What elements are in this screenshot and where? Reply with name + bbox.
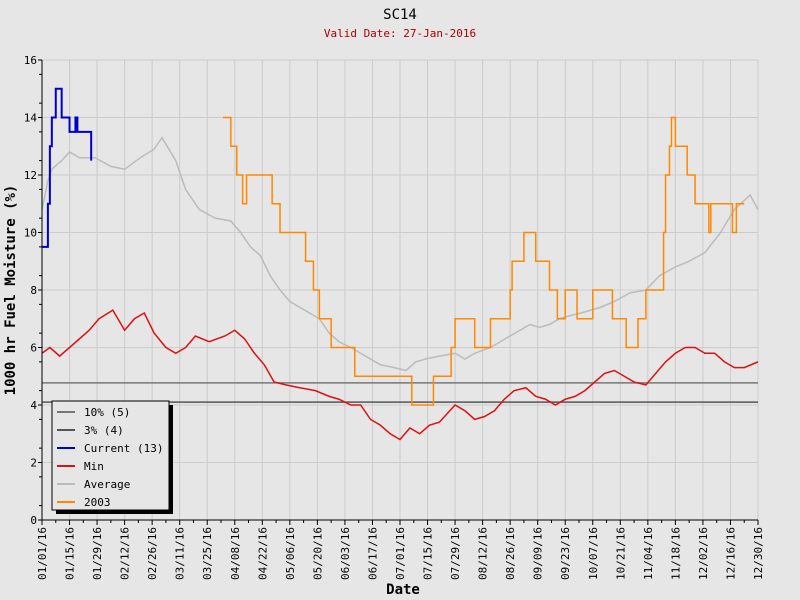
legend-label: 3% (4) [84,424,124,437]
x-tick-label: 03/25/16 [201,527,214,580]
x-tick-label: 05/20/16 [311,527,324,580]
x-axis-label: Date [386,582,420,598]
x-tick-label: 06/17/16 [366,527,379,580]
y-tick-label: 6 [30,342,37,355]
legend-box [51,400,170,511]
x-tick-label: 11/04/16 [642,527,655,580]
x-tick-label: 10/21/16 [614,527,627,580]
x-tick-label: 09/23/16 [559,527,572,580]
x-tick-label: 07/29/16 [449,527,462,580]
x-tick-label: 12/02/16 [697,527,710,580]
y-axis-label: 1000 hr Fuel Moisture (%) [3,185,19,396]
x-tick-label: 08/26/16 [504,527,517,580]
x-tick-label: 10/07/16 [587,527,600,580]
legend: 10% (5) 3% (4) Current (13) Min Average 2003 [51,400,173,514]
y-tick-label: 2 [30,457,37,470]
y-tick-label: 12 [24,169,37,182]
legend-label: Current (13) [84,442,163,455]
legend-label: 10% (5) [84,406,130,419]
x-tick-label: 12/30/16 [752,527,765,580]
x-tick-label: 04/08/16 [229,527,242,580]
y-tick-label: 8 [30,284,37,297]
legend-label: Min [84,460,104,473]
x-tick-label: 01/29/16 [91,527,104,580]
x-tick-label: 02/12/16 [119,527,132,580]
y-tick-label: 4 [30,399,37,412]
x-tick-label: 05/06/16 [284,527,297,580]
y-tick-label: 16 [24,54,37,67]
series-line-2003 [222,116,745,406]
x-tick-label: 06/03/16 [339,527,352,580]
x-tick-label: 07/15/16 [422,527,435,580]
x-tick-label: 11/18/16 [669,527,682,580]
x-tick-label: 01/01/16 [36,527,49,580]
series-line-min [41,309,759,441]
x-tick-label: 12/16/16 [724,527,737,580]
x-tick-label: 02/26/16 [146,527,159,580]
chart-subtitle: Valid Date: 27-Jan-2016 [324,27,476,40]
y-tick-label: 14 [24,112,38,125]
x-tick-label: 08/12/16 [477,527,490,580]
x-tick-label: 07/01/16 [394,527,407,580]
x-tick-label: 09/09/16 [532,527,545,580]
legend-label: 2003 [84,496,111,509]
series-line-average [41,136,759,372]
x-tick-label: 01/15/16 [64,527,77,580]
chart-title: SC14 [383,7,417,23]
series-line-current-13- [42,87,93,248]
y-tick-label: 10 [24,227,37,240]
y-tick-label: 0 [30,514,37,527]
x-tick-label: 03/11/16 [174,527,187,580]
x-tick-label: 04/22/16 [256,527,269,580]
legend-label: Average [84,478,130,491]
